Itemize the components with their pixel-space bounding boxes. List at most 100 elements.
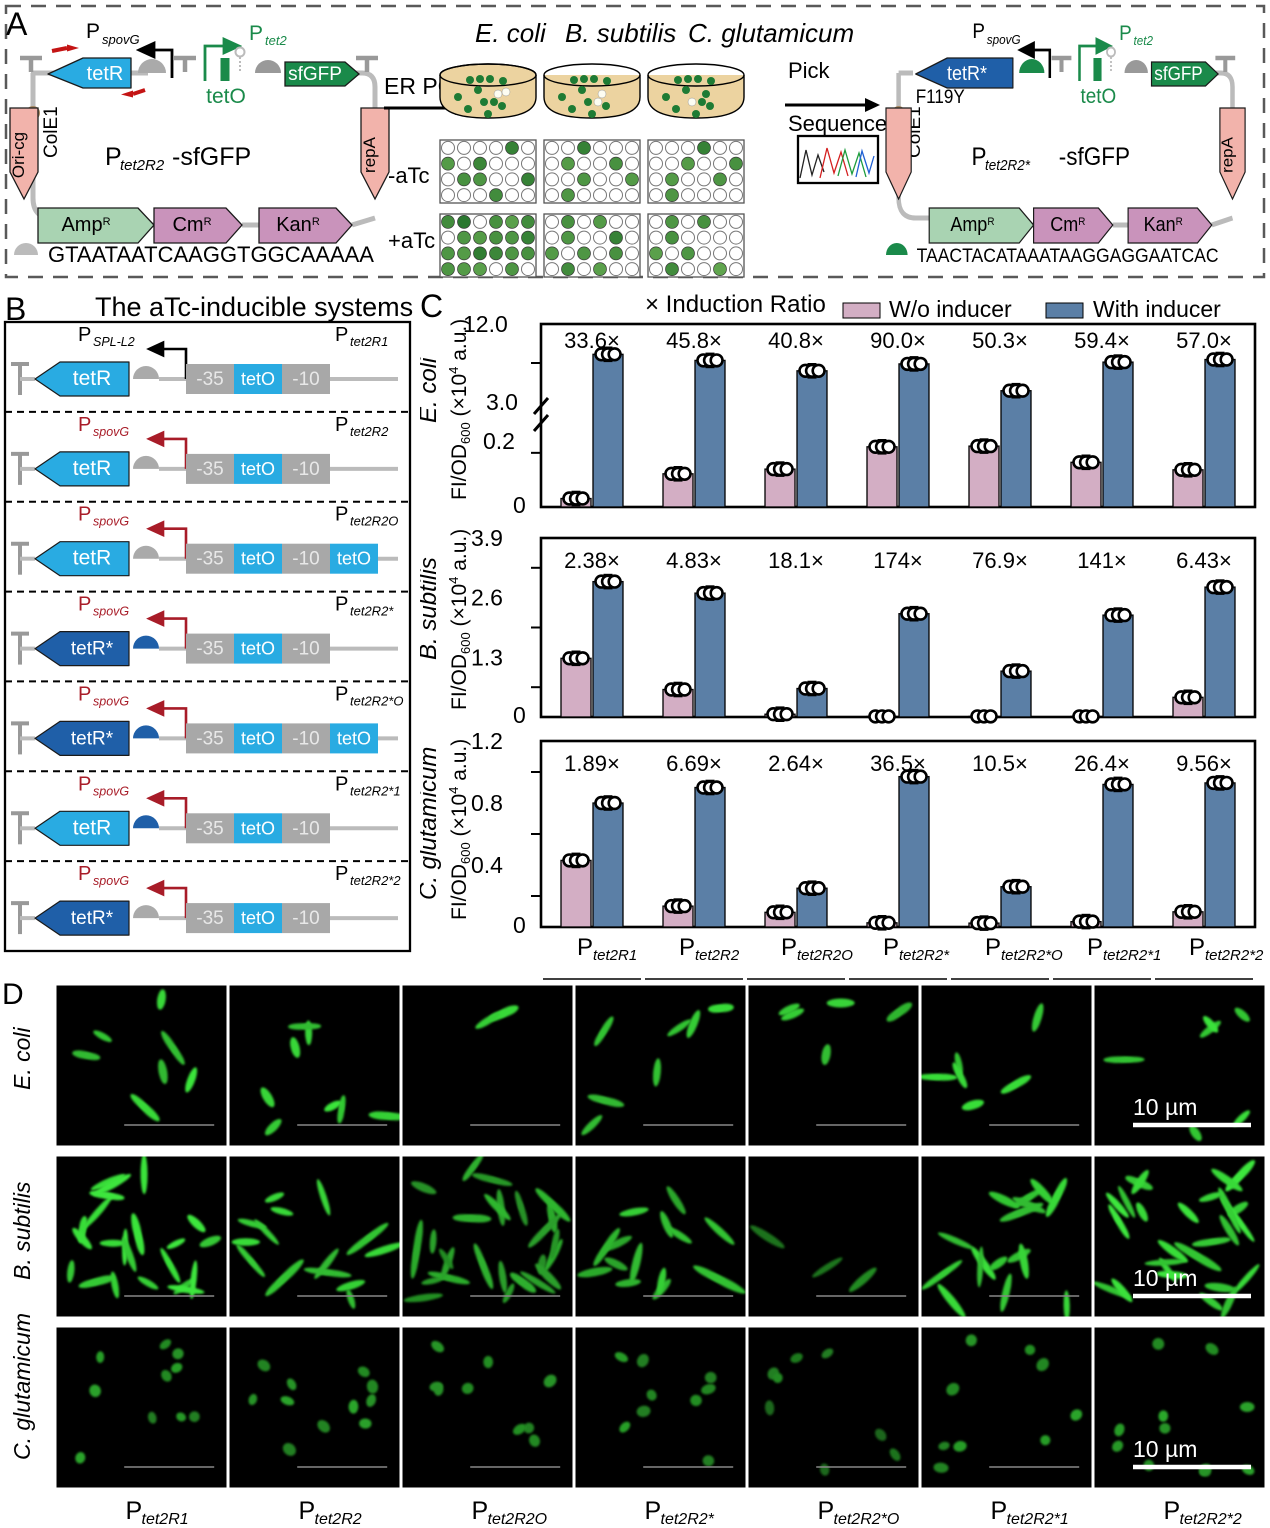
svg-text:tetR: tetR [73, 367, 112, 390]
svg-text:C. glutamicum: C. glutamicum [688, 18, 854, 48]
svg-text:-35: -35 [196, 818, 223, 839]
svg-text:tet2R1: tet2R1 [142, 1511, 189, 1528]
svg-text:tetR: tetR [87, 63, 124, 85]
svg-text:tetO: tetO [241, 908, 275, 928]
svg-text:spovG: spovG [93, 874, 129, 888]
svg-text:tet2: tet2 [265, 33, 287, 48]
svg-text:P: P [1119, 22, 1132, 45]
svg-text:18.1×: 18.1× [768, 548, 824, 573]
svg-text:spovG: spovG [93, 425, 129, 439]
svg-text:1.3: 1.3 [471, 644, 503, 670]
svg-text:Sequence: Sequence [788, 111, 887, 136]
svg-text:10 µm: 10 µm [1133, 1094, 1197, 1120]
svg-text:sfGFP: sfGFP [1154, 63, 1202, 84]
svg-text:9.56×: 9.56× [1176, 751, 1232, 776]
svg-text:-10: -10 [292, 369, 319, 390]
svg-text:spovG: spovG [93, 605, 129, 619]
svg-text:GTAATAATCAAGGTGGCAAAAA: GTAATAATCAAGGTGGCAAAAA [48, 242, 374, 267]
svg-text:tetO: tetO [337, 728, 371, 748]
svg-text:tet2R2*O: tet2R2*O [1001, 947, 1063, 964]
svg-text:E. coli: E. coli [420, 357, 442, 423]
svg-text:E. coli: E. coli [9, 1026, 35, 1090]
svg-text:tet2R2O: tet2R2O [350, 514, 398, 529]
svg-text:tet2R2: tet2R2 [315, 1511, 362, 1528]
svg-text:With inducer: With inducer [1093, 296, 1221, 322]
svg-text:P: P [78, 324, 91, 346]
svg-text:P: P [472, 1497, 489, 1525]
svg-text:F119Y: F119Y [916, 86, 965, 107]
svg-text:45.8×: 45.8× [666, 328, 722, 353]
svg-text:tet2R2*O: tet2R2*O [834, 1511, 900, 1528]
svg-text:B. subtilis: B. subtilis [420, 557, 442, 660]
svg-text:P: P [972, 20, 985, 43]
svg-text:0: 0 [513, 702, 526, 728]
svg-text:C. glutamicum: C. glutamicum [420, 747, 442, 900]
svg-text:P: P [299, 1497, 316, 1525]
svg-text:tet2: tet2 [1134, 33, 1154, 48]
svg-text:40.8×: 40.8× [768, 328, 824, 353]
svg-text:-sfGFP: -sfGFP [172, 143, 251, 171]
svg-text:tet2R2: tet2R2 [120, 157, 165, 174]
svg-text:0: 0 [513, 912, 526, 938]
svg-text:W/o inducer: W/o inducer [889, 296, 1012, 322]
svg-text:-35: -35 [196, 369, 223, 390]
svg-text:tetO: tetO [241, 639, 275, 659]
svg-text:FI/OD600 (×104 a.u.): FI/OD600 (×104 a.u.) [446, 739, 473, 920]
svg-text:P: P [335, 773, 348, 795]
svg-text:A: A [6, 6, 28, 42]
svg-text:P: P [781, 934, 797, 961]
svg-text:-10: -10 [292, 818, 319, 839]
svg-text:spovG: spovG [93, 515, 129, 529]
svg-text:33.6×: 33.6× [564, 328, 620, 353]
svg-text:tet2R2O: tet2R2O [797, 947, 853, 964]
svg-text:Ori-cg: Ori-cg [9, 132, 28, 178]
svg-text:tetR*: tetR* [71, 639, 114, 660]
svg-text:FI/OD600 (×104 a.u.): FI/OD600 (×104 a.u.) [446, 319, 473, 500]
svg-text:ColE1: ColE1 [41, 106, 62, 158]
svg-text:3.9: 3.9 [471, 525, 503, 551]
svg-text:-10: -10 [292, 908, 319, 929]
svg-text:-aTc: -aTc [388, 163, 430, 188]
svg-text:P: P [679, 934, 695, 961]
svg-text:tetR*: tetR* [71, 908, 114, 929]
svg-text:tetO: tetO [1081, 85, 1117, 108]
svg-text:6.69×: 6.69× [666, 751, 722, 776]
svg-text:0: 0 [513, 492, 526, 518]
svg-text:P: P [78, 773, 91, 795]
svg-text:TAACTACATAAATAAGGAGGAATCAC: TAACTACATAAATAAGGAGGAATCAC [917, 244, 1219, 266]
svg-text:2.38×: 2.38× [564, 548, 620, 573]
svg-text:tetO: tetO [241, 459, 275, 479]
svg-text:P: P [249, 22, 263, 45]
svg-text:tetR: tetR [73, 457, 112, 480]
svg-text:0.4: 0.4 [471, 852, 503, 878]
svg-text:1.2: 1.2 [471, 728, 503, 754]
svg-text:P: P [645, 1497, 662, 1525]
svg-text:1.89×: 1.89× [564, 751, 620, 776]
svg-text:repA: repA [1219, 137, 1236, 173]
svg-text:57.0×: 57.0× [1176, 328, 1232, 353]
svg-text:B. subtilis: B. subtilis [565, 18, 676, 48]
svg-text:tet2R2*1: tet2R2*1 [1007, 1511, 1069, 1528]
svg-text:2.64×: 2.64× [768, 751, 824, 776]
svg-text:P: P [335, 324, 348, 346]
svg-text:spovG: spovG [93, 694, 129, 708]
svg-text:tet2R1: tet2R1 [350, 334, 388, 349]
svg-text:P: P [86, 20, 100, 43]
svg-text:tet2R1: tet2R1 [593, 947, 637, 964]
svg-text:P: P [335, 594, 348, 616]
svg-text:26.4×: 26.4× [1074, 751, 1130, 776]
svg-text:spovG: spovG [93, 784, 129, 798]
svg-text:141×: 141× [1077, 548, 1127, 573]
svg-text:tet2R2*2: tet2R2*2 [1205, 947, 1264, 964]
svg-text:P: P [78, 594, 91, 616]
svg-text:tet2R2*: tet2R2* [350, 604, 394, 619]
svg-text:P: P [818, 1497, 835, 1525]
svg-text:P: P [78, 683, 91, 705]
svg-text:tet2R2*1: tet2R2*1 [350, 783, 401, 798]
svg-text:P: P [1164, 1497, 1181, 1525]
svg-text:tet2R2*2: tet2R2*2 [1180, 1511, 1242, 1528]
svg-text:tetR*: tetR* [71, 728, 114, 749]
svg-text:tet2R2*1: tet2R2*1 [1103, 947, 1161, 964]
svg-text:P: P [577, 934, 593, 961]
svg-text:4.83×: 4.83× [666, 548, 722, 573]
